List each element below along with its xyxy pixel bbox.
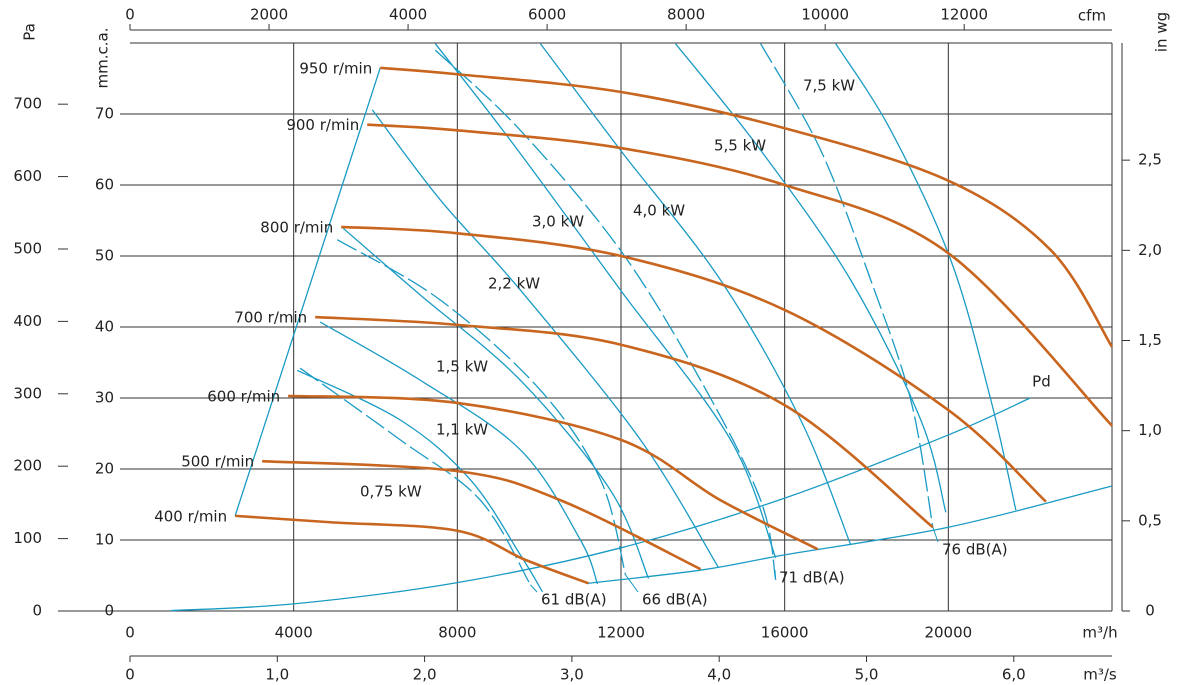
speed-label: 400 r/min [154, 507, 227, 525]
x-tick-label: 8000 [438, 624, 476, 642]
x-tick-label: 20000 [924, 624, 972, 642]
power-curve [675, 43, 947, 513]
x3-tick-label: 6000 [528, 6, 566, 24]
y2-tick-label: 100 [13, 529, 42, 547]
y3-tick-label: 1,0 [1138, 421, 1162, 439]
noise-leader [774, 569, 777, 580]
speed-label: 700 r/min [234, 309, 307, 327]
x-tick-label: 16000 [761, 624, 809, 642]
y2-tick-label: 300 [13, 384, 42, 402]
noise-label: 61 dB(A) [541, 591, 607, 609]
x-tick-label: 12000 [597, 624, 645, 642]
surge-line [234, 67, 381, 517]
noise-label: 76 dB(A) [942, 541, 1008, 559]
power-curve [371, 109, 720, 569]
x3-tick-label: 2000 [250, 6, 288, 24]
speed-label: 600 r/min [207, 387, 280, 405]
x3-tick-label: 4000 [389, 6, 427, 24]
noise-curve [434, 49, 777, 580]
power-label: 1,5 kW [436, 358, 488, 376]
x-tick-label: 0 [125, 624, 135, 642]
pd-label: Pd [1032, 373, 1051, 391]
speed-curve [262, 459, 702, 571]
pd-curve [170, 397, 1031, 612]
y-tick-label: 40 [95, 318, 114, 336]
speed-label: 900 r/min [286, 116, 359, 134]
speed-curve [380, 66, 1114, 348]
y3-tick-label: 1,5 [1138, 331, 1162, 349]
y-tick-label: 60 [95, 176, 114, 194]
noise-label: 66 dB(A) [642, 591, 708, 609]
boundary-curve [588, 485, 1113, 584]
y-tick-label: 20 [95, 460, 114, 478]
speed-label: 950 r/min [299, 59, 372, 77]
y2-tick-label: 0 [32, 602, 42, 620]
power-label: 7,5 kW [803, 77, 855, 95]
pa-unit: Pa [21, 23, 39, 41]
m3s-unit: m³/s [1083, 666, 1117, 684]
speed-label: 800 r/min [260, 218, 333, 236]
x2-tick-label: 6,0 [1002, 666, 1026, 684]
x3-tick-label: 0 [125, 6, 135, 24]
y2-tick-label: 600 [13, 167, 42, 185]
y2-tick-label: 400 [13, 312, 42, 330]
speed-curve [341, 225, 1047, 503]
noise-leader [625, 574, 639, 593]
power-label: 1,1 kW [436, 421, 488, 439]
y-tick-label: 30 [95, 389, 114, 407]
power-label: 0,75 kW [360, 483, 422, 501]
y-tick-label: 0 [104, 602, 114, 620]
x3-tick-label: 12000 [940, 6, 988, 24]
y-tick-label: 50 [95, 247, 114, 265]
y-tick-label: 10 [95, 531, 114, 549]
y3-tick-label: 0,5 [1138, 511, 1162, 529]
x2-tick-label: 2,0 [413, 666, 437, 684]
x-tick-label: 4000 [275, 624, 313, 642]
inwg-unit: in wg [1153, 12, 1171, 52]
power-curve [319, 321, 599, 585]
power-curve [539, 43, 852, 546]
y2-tick-label: 700 [13, 95, 42, 113]
mmca-unit: mm.c.a. [94, 28, 112, 89]
m3h-unit: m³/h [1082, 624, 1117, 642]
x2-tick-label: 4,0 [707, 666, 731, 684]
power-label: 3,0 kW [532, 213, 584, 231]
x2-tick-label: 5,0 [855, 666, 879, 684]
speed-label: 500 r/min [181, 453, 254, 471]
cfm-unit: cfm [1078, 7, 1106, 25]
y3-tick-label: 2,0 [1138, 241, 1162, 259]
power-curve [342, 227, 650, 579]
noise-curve [299, 367, 531, 586]
noise-curve [760, 43, 934, 528]
y3-tick-label: 0 [1145, 602, 1155, 620]
speed-curve [288, 394, 819, 551]
x2-tick-label: 1,0 [265, 666, 289, 684]
y-tick-label: 70 [95, 105, 114, 123]
power-label: 4,0 kW [633, 202, 685, 220]
noise-leader [530, 584, 538, 593]
y3-tick-label: 2,5 [1138, 151, 1162, 169]
y2-tick-label: 200 [13, 457, 42, 475]
noise-leader [932, 527, 939, 543]
x2-tick-label: 0 [125, 666, 135, 684]
x3-tick-label: 10000 [801, 6, 849, 24]
noise-label: 71 dB(A) [779, 569, 845, 587]
power-label: 5,5 kW [714, 137, 766, 155]
power-label: 2,2 kW [488, 275, 540, 293]
y2-tick-label: 500 [13, 239, 42, 257]
x3-tick-label: 8000 [667, 6, 705, 24]
noise-curve [336, 239, 627, 575]
speed-curve [235, 514, 589, 585]
speed-curve [367, 123, 1113, 427]
x2-tick-label: 3,0 [560, 666, 584, 684]
power-curve [434, 43, 777, 558]
speed-curve [315, 315, 934, 529]
power-curve [835, 43, 1017, 511]
